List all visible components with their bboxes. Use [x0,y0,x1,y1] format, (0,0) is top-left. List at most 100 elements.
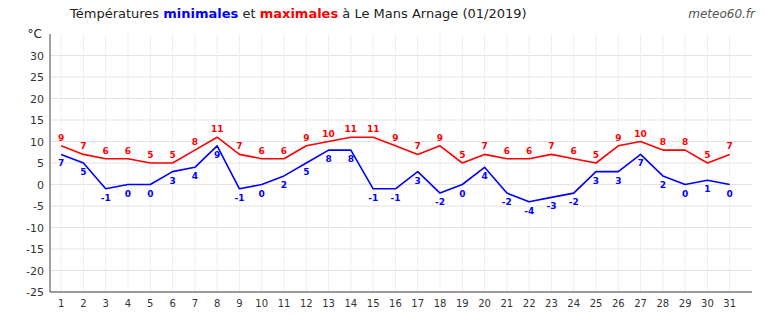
y-grid-line [50,270,752,271]
x-tick-label: 6 [169,298,175,309]
x-grid-line [105,34,106,292]
data-label: 6 [103,146,109,156]
data-label: 11 [211,124,224,134]
data-label: 7 [727,141,733,151]
data-label: -3 [546,201,556,211]
data-label: 7 [548,141,554,151]
x-tick-label: 18 [434,298,447,309]
data-label: 5 [147,150,153,160]
x-grid-line [729,34,730,292]
y-tick-label: 0 [37,179,44,192]
data-label: -1 [390,193,400,203]
x-grid-line [217,34,218,292]
y-tick-label: -5 [33,200,44,213]
data-label: 7 [58,158,64,168]
title-part: à Le Mans Arnage (01/2019) [338,6,526,21]
x-tick-label: 29 [679,298,692,309]
y-tick-label: 10 [30,136,44,149]
x-tick-label: 5 [147,298,153,309]
title: Témpératures minimales et maximales à Le… [69,6,527,21]
data-label: 6 [526,146,532,156]
x-axis-line [50,292,752,293]
data-label: 8 [325,154,331,164]
data-label: 7 [481,141,487,151]
x-tick-label: 24 [567,298,580,309]
y-grid-line [50,77,752,78]
y-grid-line [50,141,752,142]
y-tick-label: 20 [30,93,44,106]
data-label: 8 [192,137,198,147]
y-tick-label: 25 [30,71,44,84]
x-tick-label: 10 [255,298,268,309]
x-tick-label: 8 [214,298,220,309]
data-label: 3 [169,176,175,186]
annotation: meteo60.fr [688,7,756,21]
data-label: -1 [368,193,378,203]
x-grid-line [529,34,530,292]
title-series-name: maximales [260,6,339,21]
x-grid-line [551,34,552,292]
x-grid-line [194,34,195,292]
data-label: 6 [504,146,510,156]
x-grid-line [506,34,507,292]
x-tick-label: 2 [80,298,86,309]
x-grid-line [685,34,686,292]
y-tick-label: 15 [30,114,44,127]
x-tick-label: 23 [545,298,558,309]
x-grid-line [239,34,240,292]
x-grid-line [484,34,485,292]
y-tick-label: 30 [30,50,44,63]
data-label: 5 [169,150,175,160]
data-label: 6 [125,146,131,156]
x-tick-label: 13 [322,298,335,309]
data-label: -2 [569,197,579,207]
title-series-name: minimales [163,6,238,21]
data-label: -2 [435,197,445,207]
data-label: 8 [348,154,354,164]
data-label: 5 [459,150,465,160]
x-tick-label: 14 [344,298,357,309]
data-label: 5 [593,150,599,160]
y-axis-label: °C [28,27,42,41]
x-tick-label: 26 [612,298,625,309]
data-label: 3 [593,176,599,186]
title-part: Témpératures [69,6,163,21]
x-grid-line [128,34,129,292]
data-label: 3 [615,176,621,186]
data-label: 9 [392,133,398,143]
data-label: 0 [459,189,465,199]
x-grid-line [373,34,374,292]
x-tick-label: 9 [236,298,242,309]
x-tick-label: 22 [523,298,536,309]
chart: -25-20-15-10-505101520253012345678910111… [0,0,765,320]
x-tick-label: 30 [701,298,714,309]
x-grid-line [395,34,396,292]
x-tick-label: 17 [411,298,424,309]
data-labels: 97665581176691011119795766765910885775-1… [58,124,733,216]
data-label: 6 [259,146,265,156]
y-tick-label: -20 [26,265,44,278]
x-tick-label: 4 [125,298,131,309]
y-grid-line [50,120,752,121]
data-label: 7 [236,141,242,151]
data-label: 0 [727,189,733,199]
x-grid-line [284,34,285,292]
data-label: 9 [437,133,443,143]
y-tick-label: -15 [26,243,44,256]
title-part: et [238,6,259,21]
data-label: 4 [192,171,198,181]
data-label: 9 [214,150,220,160]
data-label: 0 [682,189,688,199]
data-label: 5 [80,167,86,177]
x-tick-label: 20 [478,298,491,309]
x-tick-label: 7 [192,298,198,309]
y-tick-label: -10 [26,222,44,235]
data-label: 5 [303,167,309,177]
y-grid-line [50,249,752,250]
data-label: 9 [303,133,309,143]
y-grid-line [50,292,752,293]
data-label: 1 [704,184,710,194]
x-grid-line [417,34,418,292]
data-label: 7 [415,141,421,151]
data-label: 11 [345,124,358,134]
